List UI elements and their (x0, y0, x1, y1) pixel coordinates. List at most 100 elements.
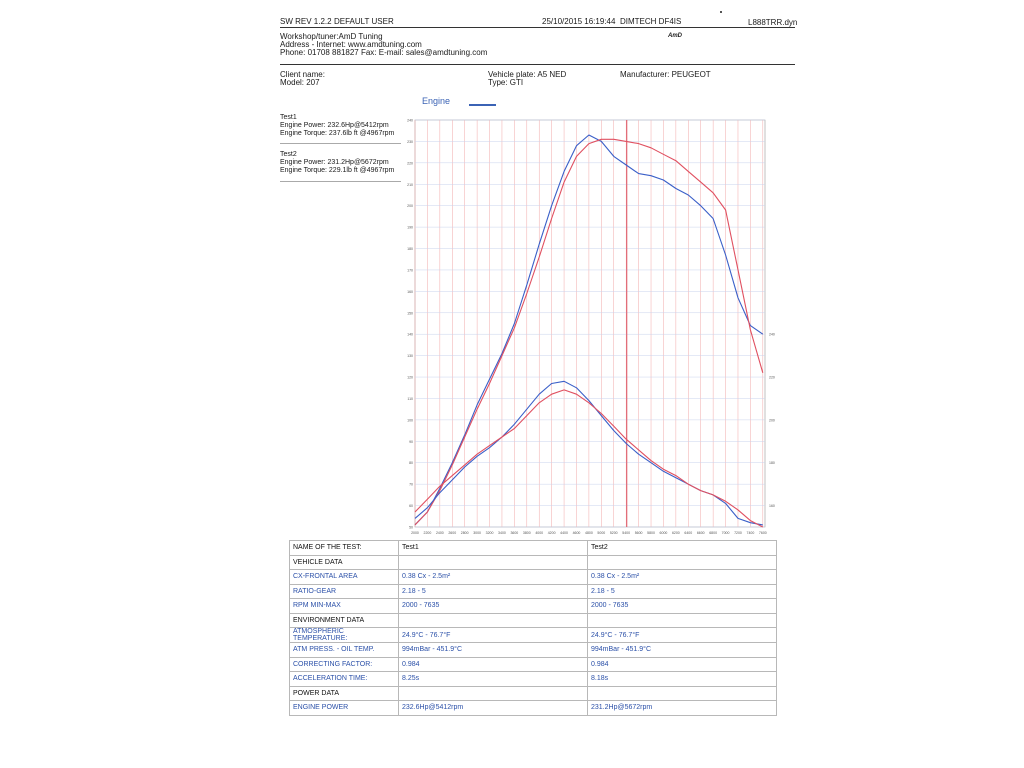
table-cell-test1: 0.38 Cx - 2.5m² (398, 569, 588, 585)
vehicle-manufacturer: Manufacturer: PEUGEOT (620, 70, 711, 79)
table-empty-cell (398, 612, 588, 628)
test1-name: Test1 (280, 114, 297, 121)
y-tick-label: 210 (407, 183, 413, 187)
dyno-chart: 2000 2200 2400 2600 2800 3000 3200 3400 3600 3800… (407, 119, 775, 536)
software-version: SW REV 1.2.2 (280, 17, 332, 26)
x-tick-label: 3800 (523, 531, 531, 535)
y-tick-label: 160 (407, 290, 413, 294)
x-tick-label: 6400 (684, 531, 692, 535)
workshop-divider (280, 64, 795, 65)
right-axis-tick-label: 180 (769, 461, 775, 465)
x-tick-label: 4000 (535, 531, 543, 535)
right-axis-tick-label: 240 (769, 333, 775, 337)
x-tick-label: 4800 (585, 531, 593, 535)
table-header-test2: Test2 (587, 540, 777, 556)
amd-logo: AmD (668, 33, 683, 39)
test-datetime: 25/10/2015 16:19:44 (542, 17, 616, 26)
x-tick-label: 6000 (660, 531, 668, 535)
table-row: RATIO-GEAR 2.18 - 5 2.18 - 5 (289, 583, 777, 599)
vehicle-plate: Vehicle plate: A5 NED (488, 70, 567, 79)
table-empty-cell (398, 685, 588, 701)
file-name: L888TRR.dyn (748, 18, 798, 27)
y-tick-label: 190 (407, 226, 413, 230)
table-row-label: ATM PRESS. - OIL TEMP. (289, 642, 399, 658)
y-tick-label: 200 (407, 204, 413, 208)
table-cell-test2: 24.9°C - 76.7°F (587, 627, 777, 643)
table-cell-test1: 994mBar - 451.9°C (398, 642, 588, 658)
x-tick-label: 2000 (411, 531, 419, 535)
user-name: DEFAULT USER (334, 17, 394, 26)
table-cell-test2: 231.2Hp@5672rpm (587, 700, 777, 716)
x-tick-label: 2600 (448, 531, 456, 535)
series-line-test2-power (414, 138, 764, 526)
table-cell-test2: 0.38 Cx - 2.5m² (587, 569, 777, 585)
table-cell-test1: 24.9°C - 76.7°F (398, 627, 588, 643)
x-tick-label: 7400 (747, 531, 755, 535)
right-axis-tick-label: 220 (769, 376, 775, 380)
table-empty-cell (398, 554, 588, 570)
table-section-row: VEHICLE DATA (289, 554, 777, 570)
x-tick-label: 5600 (635, 531, 643, 535)
table-row-label: ATMOSPHERIC TEMPERATURE: (289, 627, 399, 643)
x-tick-label: 6800 (709, 531, 717, 535)
table-row-label: RPM MIN-MAX (289, 598, 399, 614)
y-tick-label: 110 (407, 397, 413, 401)
test2-power: Engine Power: 231.2Hp@5672rpm (280, 159, 389, 166)
chart-title: Engine (422, 96, 451, 106)
y-tick-label: 120 (407, 376, 413, 380)
vehicle-type: Type: GTI (488, 78, 524, 87)
test1-divider (280, 143, 401, 144)
table-section-label: POWER DATA (289, 685, 399, 701)
table-empty-cell (587, 554, 777, 570)
table-empty-cell (587, 685, 777, 701)
test2-name: Test2 (280, 151, 297, 158)
x-tick-label: 2400 (436, 531, 444, 535)
table-row: ACCELERATION TIME: 8.25s 8.18s (289, 671, 777, 687)
y-tick-label: 230 (407, 140, 413, 144)
table-cell-test1: 8.25s (398, 671, 588, 687)
table-header-label: NAME OF THE TEST: (289, 540, 399, 556)
table-row: ATM PRESS. - OIL TEMP. 994mBar - 451.9°C 9… (289, 642, 777, 658)
table-row-label: CX-FRONTAL AREA (289, 569, 399, 585)
scan-mark (720, 11, 722, 13)
header-divider (280, 27, 795, 28)
table-row: CORRECTING FACTOR: 0.984 0.984 (289, 656, 777, 672)
table-row: ENGINE POWER 232.6Hp@5412rpm 231.2Hp@5672r… (289, 700, 777, 716)
table-section-label: VEHICLE DATA (289, 554, 399, 570)
y-tick-label: 60 (409, 504, 413, 508)
table-section-label: ENVIRONMENT DATA (289, 612, 399, 628)
table-row-label: ENGINE POWER (289, 700, 399, 716)
y-tick-label: 80 (409, 461, 413, 465)
table-row: ATMOSPHERIC TEMPERATURE: 24.9°C - 76.7°F 2… (289, 627, 777, 643)
x-tick-label: 7200 (734, 531, 742, 535)
table-section-row: POWER DATA (289, 685, 777, 701)
x-tick-label: 2200 (424, 531, 432, 535)
x-tick-label: 6600 (697, 531, 705, 535)
x-tick-label: 2800 (461, 531, 469, 535)
series-line-test1-power (414, 134, 764, 526)
test1-power: Engine Power: 232.6Hp@5412rpm (280, 122, 389, 129)
table-row: CX-FRONTAL AREA 0.38 Cx - 2.5m² 0.38 Cx - … (289, 569, 777, 585)
table-cell-test1: 2.18 - 5 (398, 583, 588, 599)
client-name: Client name: (280, 70, 325, 79)
y-tick-label: 130 (407, 354, 413, 358)
y-tick-label: 90 (409, 440, 413, 444)
table-row-label: RATIO-GEAR (289, 583, 399, 599)
table-header-test1: Test1 (398, 540, 588, 556)
table-cell-test1: 0.984 (398, 656, 588, 672)
x-tick-label: 6200 (672, 531, 680, 535)
table-cell-test2: 8.18s (587, 671, 777, 687)
y-tick-label: 140 (407, 333, 413, 337)
y-tick-label: 50 (409, 526, 413, 530)
test1-torque: Engine Torque: 237.6lb ft @4967rpm (280, 130, 395, 137)
x-tick-label: 5200 (610, 531, 618, 535)
table-cell-test2: 2.18 - 5 (587, 583, 777, 599)
test2-torque: Engine Torque: 229.1lb ft @4967rpm (280, 167, 395, 174)
table-cell-test2: 2000 - 7635 (587, 598, 777, 614)
device-name: DIMTECH DF4IS (620, 17, 682, 26)
table-cell-test2: 0.984 (587, 656, 777, 672)
x-tick-label: 3200 (486, 531, 494, 535)
y-tick-label: 220 (407, 161, 413, 165)
x-tick-label: 7000 (722, 531, 730, 535)
plot-frame (414, 119, 766, 528)
